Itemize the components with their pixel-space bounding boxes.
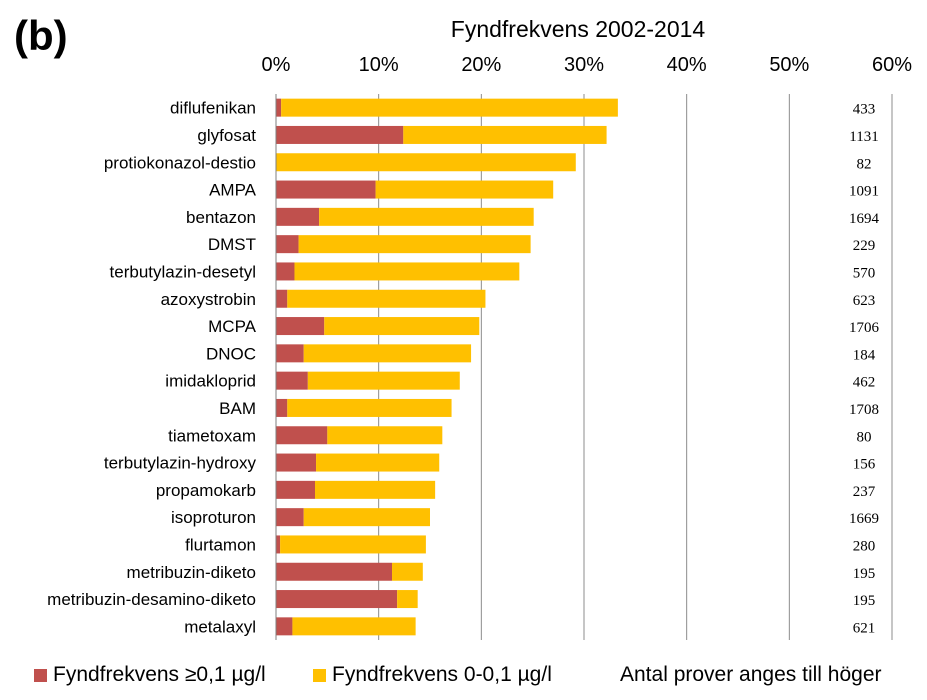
bar-high [276, 98, 282, 117]
bar-low [287, 398, 452, 417]
category-label: AMPA [209, 181, 257, 200]
legend-note: Antal prover anges till höger [620, 663, 882, 687]
bar-low [392, 562, 423, 581]
bar-low [294, 262, 520, 281]
x-tick-label: 30% [564, 54, 604, 76]
bar-high [276, 535, 281, 554]
bar-low [397, 590, 418, 609]
bar-low [287, 289, 486, 308]
category-label: DNOC [206, 344, 256, 363]
legend-item-low: Fyndfrekvens 0-0,1 µg/l [313, 663, 552, 687]
legend-swatch-low [313, 668, 326, 682]
bar-low [292, 617, 416, 636]
legend-label-low: Fyndfrekvens 0-0,1 µg/l [332, 663, 552, 686]
sample-count: 1694 [849, 211, 880, 227]
bar-low [307, 371, 460, 390]
bar-low [324, 317, 480, 336]
sample-count: 1708 [849, 402, 879, 418]
bar-high [276, 453, 317, 472]
legend-swatch-high [34, 668, 47, 682]
category-label: diflufenikan [170, 99, 256, 118]
bar-high [276, 262, 295, 281]
x-tick-label: 0% [262, 54, 291, 76]
x-tick-label: 20% [461, 54, 501, 76]
legend: Fyndfrekvens ≥0,1 µg/l Fyndfrekvens 0-0,… [0, 663, 927, 689]
category-label: glyfosat [197, 126, 256, 145]
sample-count: 82 [857, 156, 872, 172]
panel-label: (b) [14, 12, 68, 59]
bar-high [276, 125, 404, 144]
category-label: azoxystrobin [161, 290, 256, 309]
sample-count: 184 [853, 347, 876, 363]
bar-low [303, 508, 430, 527]
category-label: MCPA [208, 317, 257, 336]
bar-chart: Fyndfrekvens 2002-2014 0% 10% 20% 30% 40% 50% 6… [47, 16, 912, 640]
category-label: tiametoxam [168, 426, 256, 445]
sample-count: 462 [853, 375, 876, 391]
sample-count: 433 [853, 102, 876, 118]
bar-high [276, 371, 308, 390]
legend-item-high: Fyndfrekvens ≥0,1 µg/l [34, 663, 266, 687]
sample-count: 1091 [849, 184, 879, 200]
bar-high [276, 317, 325, 336]
category-label: metribuzin-diketo [127, 563, 256, 582]
bar-low [280, 535, 426, 554]
chart-title: Fyndfrekvens 2002-2014 [451, 16, 706, 42]
bar-low [303, 344, 472, 363]
bar-high [276, 508, 304, 527]
bar-high [276, 426, 328, 445]
bar-low [327, 426, 443, 445]
legend-label-high: Fyndfrekvens ≥0,1 µg/l [53, 663, 266, 686]
category-label: metalaxyl [184, 617, 256, 636]
sample-count: 156 [853, 457, 876, 473]
sample-count: 280 [853, 538, 876, 554]
category-label: BAM [219, 399, 256, 418]
bar-high [276, 344, 304, 363]
bar-high [276, 289, 288, 308]
sample-count: 570 [853, 265, 876, 281]
bar-low [281, 98, 618, 117]
sample-count: 195 [853, 593, 876, 609]
bar-low [375, 180, 554, 199]
bar-low [316, 453, 440, 472]
category-label: flurtamon [185, 535, 256, 554]
bar-high [276, 398, 288, 417]
bar-high [276, 480, 316, 499]
bar-low [319, 207, 534, 226]
bar-low [298, 235, 531, 254]
category-label: propamokarb [156, 481, 256, 500]
bar-high [276, 180, 376, 199]
category-label: protiokonazol-destio [104, 153, 256, 172]
category-label: metribuzin-desamino-diketo [47, 590, 256, 609]
bar-low [315, 480, 436, 499]
x-tick-label: 10% [359, 54, 399, 76]
sample-count: 229 [853, 238, 876, 254]
sample-count: 80 [857, 429, 872, 445]
sample-count: 621 [853, 620, 876, 636]
x-tick-label: 60% [872, 54, 912, 76]
legend-note-text: Antal prover anges till höger [620, 663, 882, 686]
sample-count: 1131 [849, 129, 878, 145]
x-tick-label: 40% [667, 54, 707, 76]
bar-high [276, 235, 299, 254]
category-label: terbutylazin-desetyl [110, 262, 256, 281]
sample-count: 1669 [849, 511, 879, 527]
sample-count: 237 [853, 484, 876, 500]
bar-low [276, 153, 576, 172]
bar-high [276, 617, 293, 636]
bar-low [403, 125, 607, 144]
sample-count: 623 [853, 293, 876, 309]
category-label: terbutylazin-hydroxy [104, 454, 257, 473]
bar-high [276, 590, 398, 609]
category-label: DMST [208, 235, 256, 254]
category-label: bentazon [186, 208, 256, 227]
bar-high [276, 207, 320, 226]
x-tick-label: 50% [769, 54, 809, 76]
category-label: imidakloprid [165, 372, 256, 391]
bar-high [276, 562, 393, 581]
category-label: isoproturon [171, 508, 256, 527]
sample-count: 1706 [849, 320, 880, 336]
sample-count: 195 [853, 566, 876, 582]
